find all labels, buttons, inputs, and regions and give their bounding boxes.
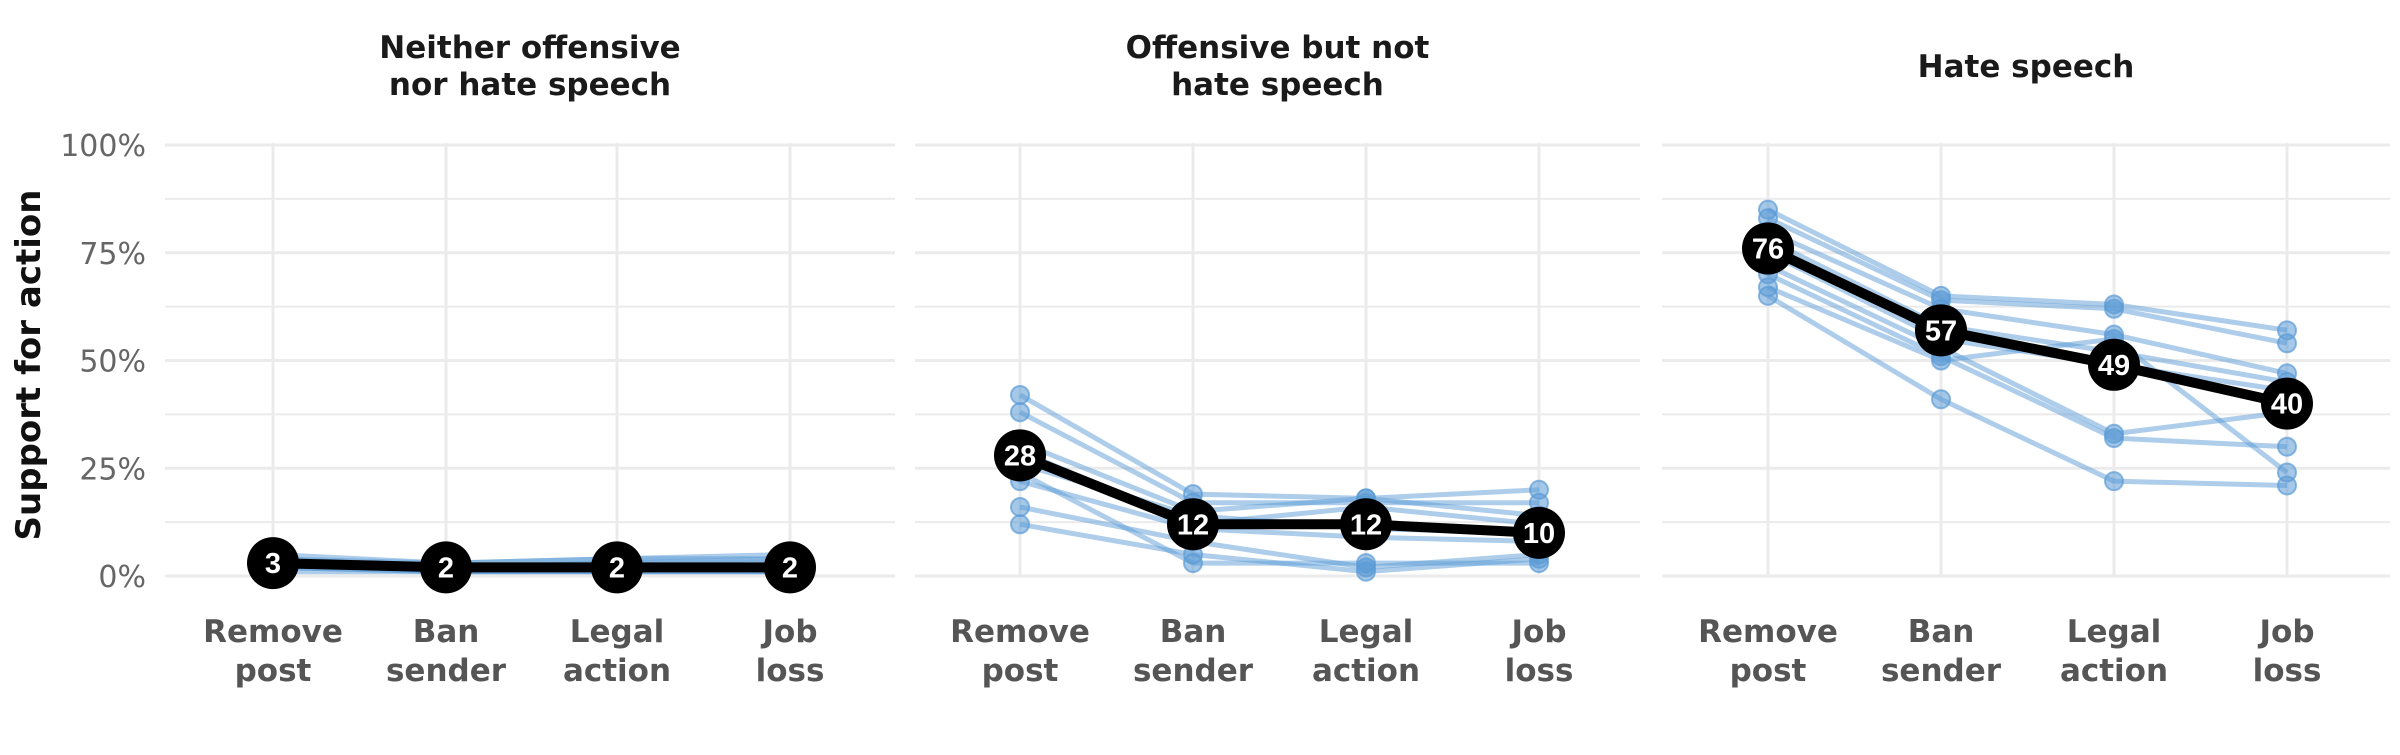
series-point: [2104, 471, 2124, 492]
series-point: [2277, 333, 2297, 354]
mean-value-label: 3: [265, 548, 281, 580]
series-line: [1766, 228, 2288, 376]
mean-line: [268, 558, 795, 573]
series-line: [1766, 272, 2288, 450]
mean-point: [420, 541, 472, 594]
x-tick-label: post: [235, 653, 312, 689]
mean-line: [1015, 450, 1544, 538]
series-point: [1010, 514, 1030, 535]
x-tick-label: Remove: [950, 614, 1090, 650]
series-point: [2104, 298, 2124, 319]
x-tick-label: sender: [1133, 653, 1254, 689]
x-tick-label: Job: [760, 614, 817, 650]
x-tick-label: sender: [1881, 653, 2002, 689]
mean-point: [1167, 498, 1219, 551]
mean-value-label: 28: [1004, 440, 1036, 472]
series-point: [2277, 436, 2297, 457]
series-line: [1766, 263, 2288, 437]
series-point: [1010, 384, 1030, 405]
x-tick-label: Remove: [203, 614, 343, 650]
y-tick-label: 25%: [79, 452, 146, 487]
mean-value-label: 12: [1177, 509, 1209, 541]
y-tick-label: 0%: [98, 560, 146, 595]
x-tick-label: post: [982, 653, 1059, 689]
x-tick-label: Legal: [2067, 614, 2162, 650]
series-point: [1931, 389, 1951, 410]
mean-point: [994, 429, 1046, 482]
panel-title: hate speech: [1171, 67, 1384, 103]
series-line: [1018, 470, 1539, 566]
x-tick-label: sender: [386, 653, 507, 689]
mean-point: [1742, 222, 1794, 275]
panel-title: Neither offensive: [379, 30, 680, 66]
y-tick-label: 50%: [79, 345, 146, 380]
x-tick-label: loss: [1505, 653, 1574, 689]
mean-value-label: 57: [1925, 315, 1957, 347]
mean-value-label: 10: [1523, 518, 1555, 550]
x-tick-label: Job: [1509, 614, 1566, 650]
x-tick-label: Ban: [1908, 614, 1975, 650]
x-tick-label: action: [2060, 653, 2168, 689]
mean-point: [591, 541, 643, 594]
mean-value-label: 12: [1350, 509, 1382, 541]
series-point: [2104, 428, 2124, 449]
x-tick-label: post: [1730, 653, 1807, 689]
series-point: [1356, 553, 1376, 574]
y-axis-label: Support for action: [9, 190, 49, 541]
x-tick-label: action: [563, 653, 671, 689]
series-line: [1019, 478, 1540, 545]
mean-point: [1915, 304, 1967, 357]
x-tick-label: Remove: [1698, 614, 1838, 650]
mean-point: [247, 537, 299, 590]
series-line: [1766, 293, 2288, 488]
mean-point: [2088, 338, 2140, 391]
mean-point: [2261, 377, 2313, 430]
mean-point: [1513, 506, 1565, 559]
y-tick-label: 100%: [60, 129, 146, 164]
x-tick-label: loss: [2253, 653, 2322, 689]
x-tick-label: loss: [756, 653, 825, 689]
series-point: [1010, 402, 1030, 423]
series-point: [1010, 497, 1030, 518]
mean-value-label: 2: [782, 552, 798, 584]
series-line: [1019, 440, 1540, 519]
panel-title: Hate speech: [1918, 49, 2135, 85]
mean-value-label: 2: [438, 552, 454, 584]
mean-point: [764, 541, 816, 594]
panel-title: nor hate speech: [389, 67, 671, 103]
panel-title: Offensive but not: [1126, 30, 1430, 66]
mean-value-label: 40: [2271, 389, 2303, 421]
mean-value-label: 49: [2098, 350, 2130, 382]
series-point: [1758, 285, 1778, 306]
y-tick-label: 75%: [79, 237, 146, 272]
mean-value-label: 2: [609, 552, 625, 584]
series-line: [1766, 237, 2288, 385]
x-tick-label: Legal: [570, 614, 665, 650]
series-point: [2277, 475, 2297, 496]
series-point: [1183, 553, 1203, 574]
x-tick-label: action: [1312, 653, 1420, 689]
x-tick-label: Legal: [1319, 614, 1414, 650]
series-line: [1018, 392, 1540, 501]
mean-value-label: 76: [1752, 233, 1784, 265]
x-tick-label: Job: [2257, 614, 2314, 650]
series-line: [1766, 207, 2288, 333]
x-tick-label: Ban: [1160, 614, 1227, 650]
mean-point: [1340, 498, 1392, 551]
series-line: [1766, 216, 2288, 346]
x-tick-label: Ban: [413, 614, 480, 650]
mean-line: [1763, 243, 2292, 409]
